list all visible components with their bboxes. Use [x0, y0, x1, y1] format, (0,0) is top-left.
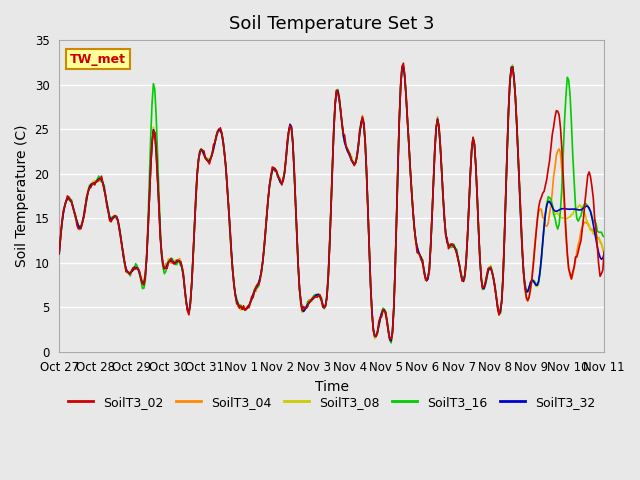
SoilT3_16 — [387, 340, 395, 346]
SoilT3_32 — [55, 251, 63, 256]
SoilT3_16 — [121, 260, 129, 266]
SoilT3_02 — [55, 250, 63, 256]
SoilT3_08 — [271, 165, 279, 171]
SoilT3_16 — [451, 246, 459, 252]
SoilT3_08 — [600, 249, 608, 255]
SoilT3_16 — [55, 251, 63, 256]
SoilT3_32 — [121, 261, 129, 266]
SoilT3_08 — [399, 63, 407, 69]
SoilT3_32 — [387, 338, 395, 344]
Y-axis label: Soil Temperature (C): Soil Temperature (C) — [15, 125, 29, 267]
SoilT3_08 — [453, 250, 461, 255]
Line: SoilT3_16: SoilT3_16 — [59, 66, 604, 343]
SoilT3_04 — [401, 76, 408, 82]
SoilT3_04 — [271, 166, 279, 171]
SoilT3_16 — [398, 63, 406, 69]
SoilT3_02 — [454, 256, 462, 262]
SoilT3_08 — [387, 338, 395, 344]
SoilT3_32 — [401, 74, 408, 80]
SoilT3_32 — [271, 166, 279, 172]
SoilT3_04 — [387, 340, 395, 346]
Line: SoilT3_04: SoilT3_04 — [59, 67, 604, 343]
Legend: SoilT3_02, SoilT3_04, SoilT3_08, SoilT3_16, SoilT3_32: SoilT3_02, SoilT3_04, SoilT3_08, SoilT3_… — [63, 391, 600, 414]
Line: SoilT3_32: SoilT3_32 — [59, 67, 604, 341]
SoilT3_04 — [233, 298, 241, 303]
SoilT3_32 — [233, 298, 241, 304]
SoilT3_04 — [55, 253, 63, 259]
SoilT3_08 — [450, 243, 458, 249]
SoilT3_04 — [451, 246, 459, 252]
SoilT3_32 — [454, 255, 462, 261]
SoilT3_16 — [454, 256, 462, 262]
SoilT3_08 — [55, 250, 63, 255]
Line: SoilT3_08: SoilT3_08 — [59, 65, 604, 341]
SoilT3_08 — [233, 299, 241, 305]
SoilT3_04 — [454, 257, 462, 263]
SoilT3_16 — [233, 296, 241, 302]
SoilT3_02 — [600, 249, 608, 254]
SoilT3_32 — [600, 251, 608, 256]
SoilT3_02 — [233, 301, 241, 307]
SoilT3_02 — [399, 60, 407, 66]
SoilT3_04 — [398, 64, 406, 70]
Line: SoilT3_02: SoilT3_02 — [59, 63, 604, 339]
SoilT3_02 — [387, 336, 395, 342]
SoilT3_32 — [399, 64, 407, 70]
Title: Soil Temperature Set 3: Soil Temperature Set 3 — [229, 15, 435, 33]
SoilT3_08 — [121, 261, 129, 267]
SoilT3_08 — [509, 62, 516, 68]
X-axis label: Time: Time — [315, 380, 349, 394]
SoilT3_02 — [271, 168, 279, 174]
SoilT3_32 — [451, 246, 459, 252]
SoilT3_04 — [600, 251, 608, 256]
SoilT3_02 — [121, 260, 129, 265]
SoilT3_02 — [451, 246, 459, 252]
SoilT3_04 — [121, 261, 129, 267]
SoilT3_16 — [600, 234, 608, 240]
SoilT3_16 — [271, 168, 279, 174]
SoilT3_16 — [401, 71, 408, 77]
SoilT3_02 — [401, 73, 408, 79]
Text: TW_met: TW_met — [70, 53, 126, 66]
